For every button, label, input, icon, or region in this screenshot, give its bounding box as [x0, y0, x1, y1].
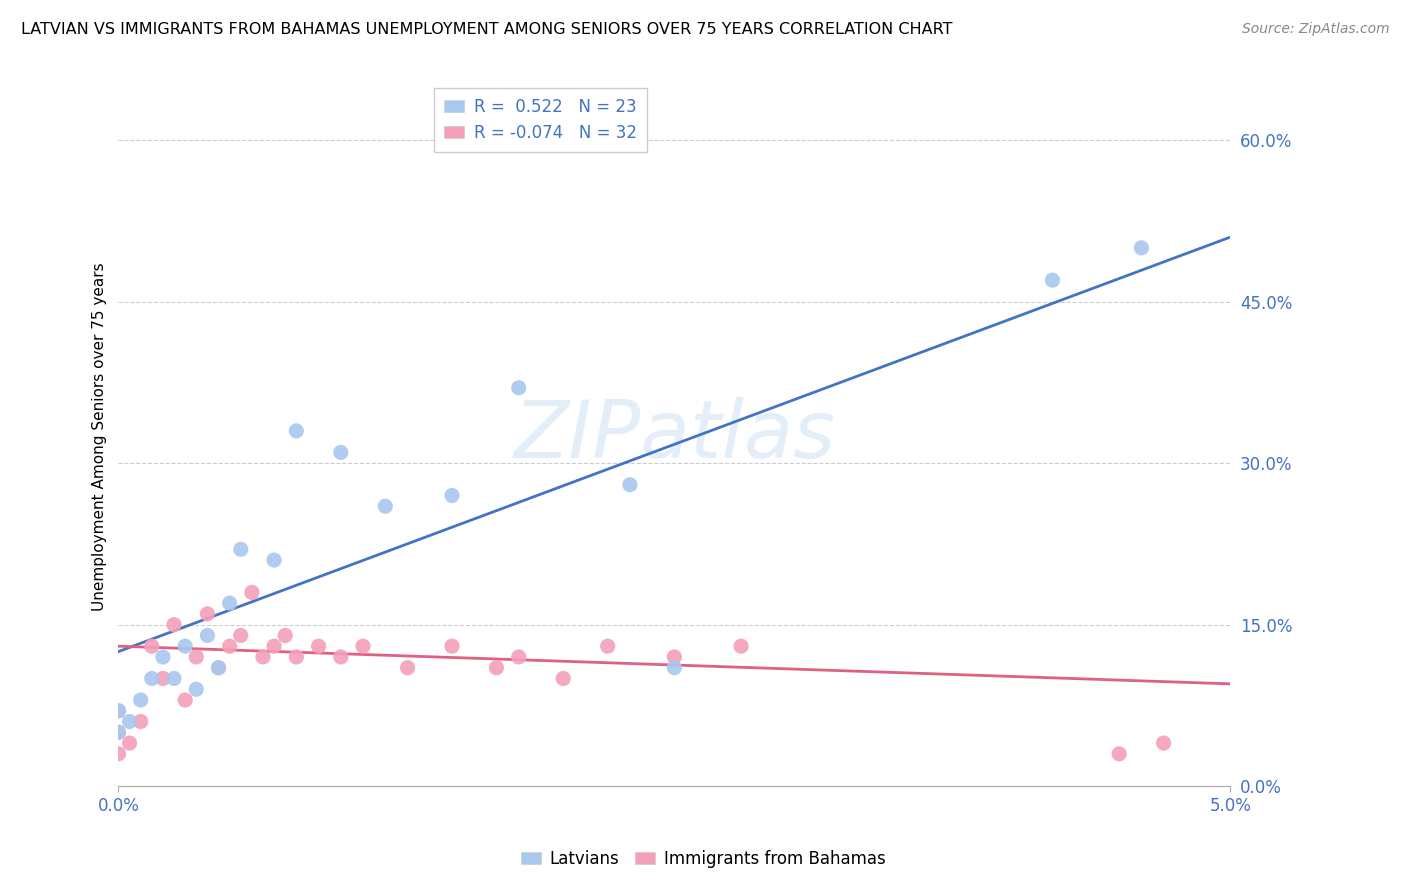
Point [1153, 736, 1175, 750]
Point [207, 661, 229, 675]
Point [218, 596, 240, 610]
Point [508, 649, 530, 664]
Point [274, 628, 297, 642]
Point [186, 649, 208, 664]
Legend: Latvians, Immigrants from Bahamas: Latvians, Immigrants from Bahamas [515, 844, 891, 875]
Point [141, 639, 163, 653]
Point [197, 628, 219, 642]
Point [129, 714, 152, 729]
Point [1108, 747, 1130, 761]
Point [141, 672, 163, 686]
Point [352, 639, 374, 653]
Point [440, 488, 463, 502]
Point [485, 661, 508, 675]
Point [240, 585, 263, 599]
Point [229, 542, 252, 557]
Point [730, 639, 752, 653]
Point [1130, 241, 1153, 255]
Text: ZIPatlas: ZIPatlas [513, 397, 835, 475]
Point [107, 747, 129, 761]
Point [174, 639, 197, 653]
Legend: R =  0.522   N = 23, R = -0.074   N = 32: R = 0.522 N = 23, R = -0.074 N = 32 [434, 87, 648, 152]
Point [396, 661, 419, 675]
Point [263, 639, 285, 653]
Y-axis label: Unemployment Among Seniors over 75 years: Unemployment Among Seniors over 75 years [93, 262, 107, 610]
Point [218, 639, 240, 653]
Point [118, 714, 141, 729]
Point [129, 693, 152, 707]
Point [107, 725, 129, 739]
Point [508, 381, 530, 395]
Point [107, 725, 129, 739]
Point [440, 639, 463, 653]
Point [118, 736, 141, 750]
Point [163, 617, 186, 632]
Point [285, 649, 308, 664]
Point [152, 672, 174, 686]
Text: Source: ZipAtlas.com: Source: ZipAtlas.com [1241, 22, 1389, 37]
Point [107, 704, 129, 718]
Point [329, 445, 352, 459]
Point [186, 682, 208, 697]
Point [1042, 273, 1064, 287]
Point [553, 672, 575, 686]
Point [664, 649, 686, 664]
Point [152, 649, 174, 664]
Point [252, 649, 274, 664]
Point [619, 477, 641, 491]
Point [197, 607, 219, 621]
Point [308, 639, 330, 653]
Point [596, 639, 619, 653]
Point [107, 704, 129, 718]
Point [207, 661, 229, 675]
Point [285, 424, 308, 438]
Point [163, 672, 186, 686]
Point [374, 500, 396, 514]
Point [664, 661, 686, 675]
Point [229, 628, 252, 642]
Text: LATVIAN VS IMMIGRANTS FROM BAHAMAS UNEMPLOYMENT AMONG SENIORS OVER 75 YEARS CORR: LATVIAN VS IMMIGRANTS FROM BAHAMAS UNEMP… [21, 22, 953, 37]
Point [329, 649, 352, 664]
Point [174, 693, 197, 707]
Point [263, 553, 285, 567]
